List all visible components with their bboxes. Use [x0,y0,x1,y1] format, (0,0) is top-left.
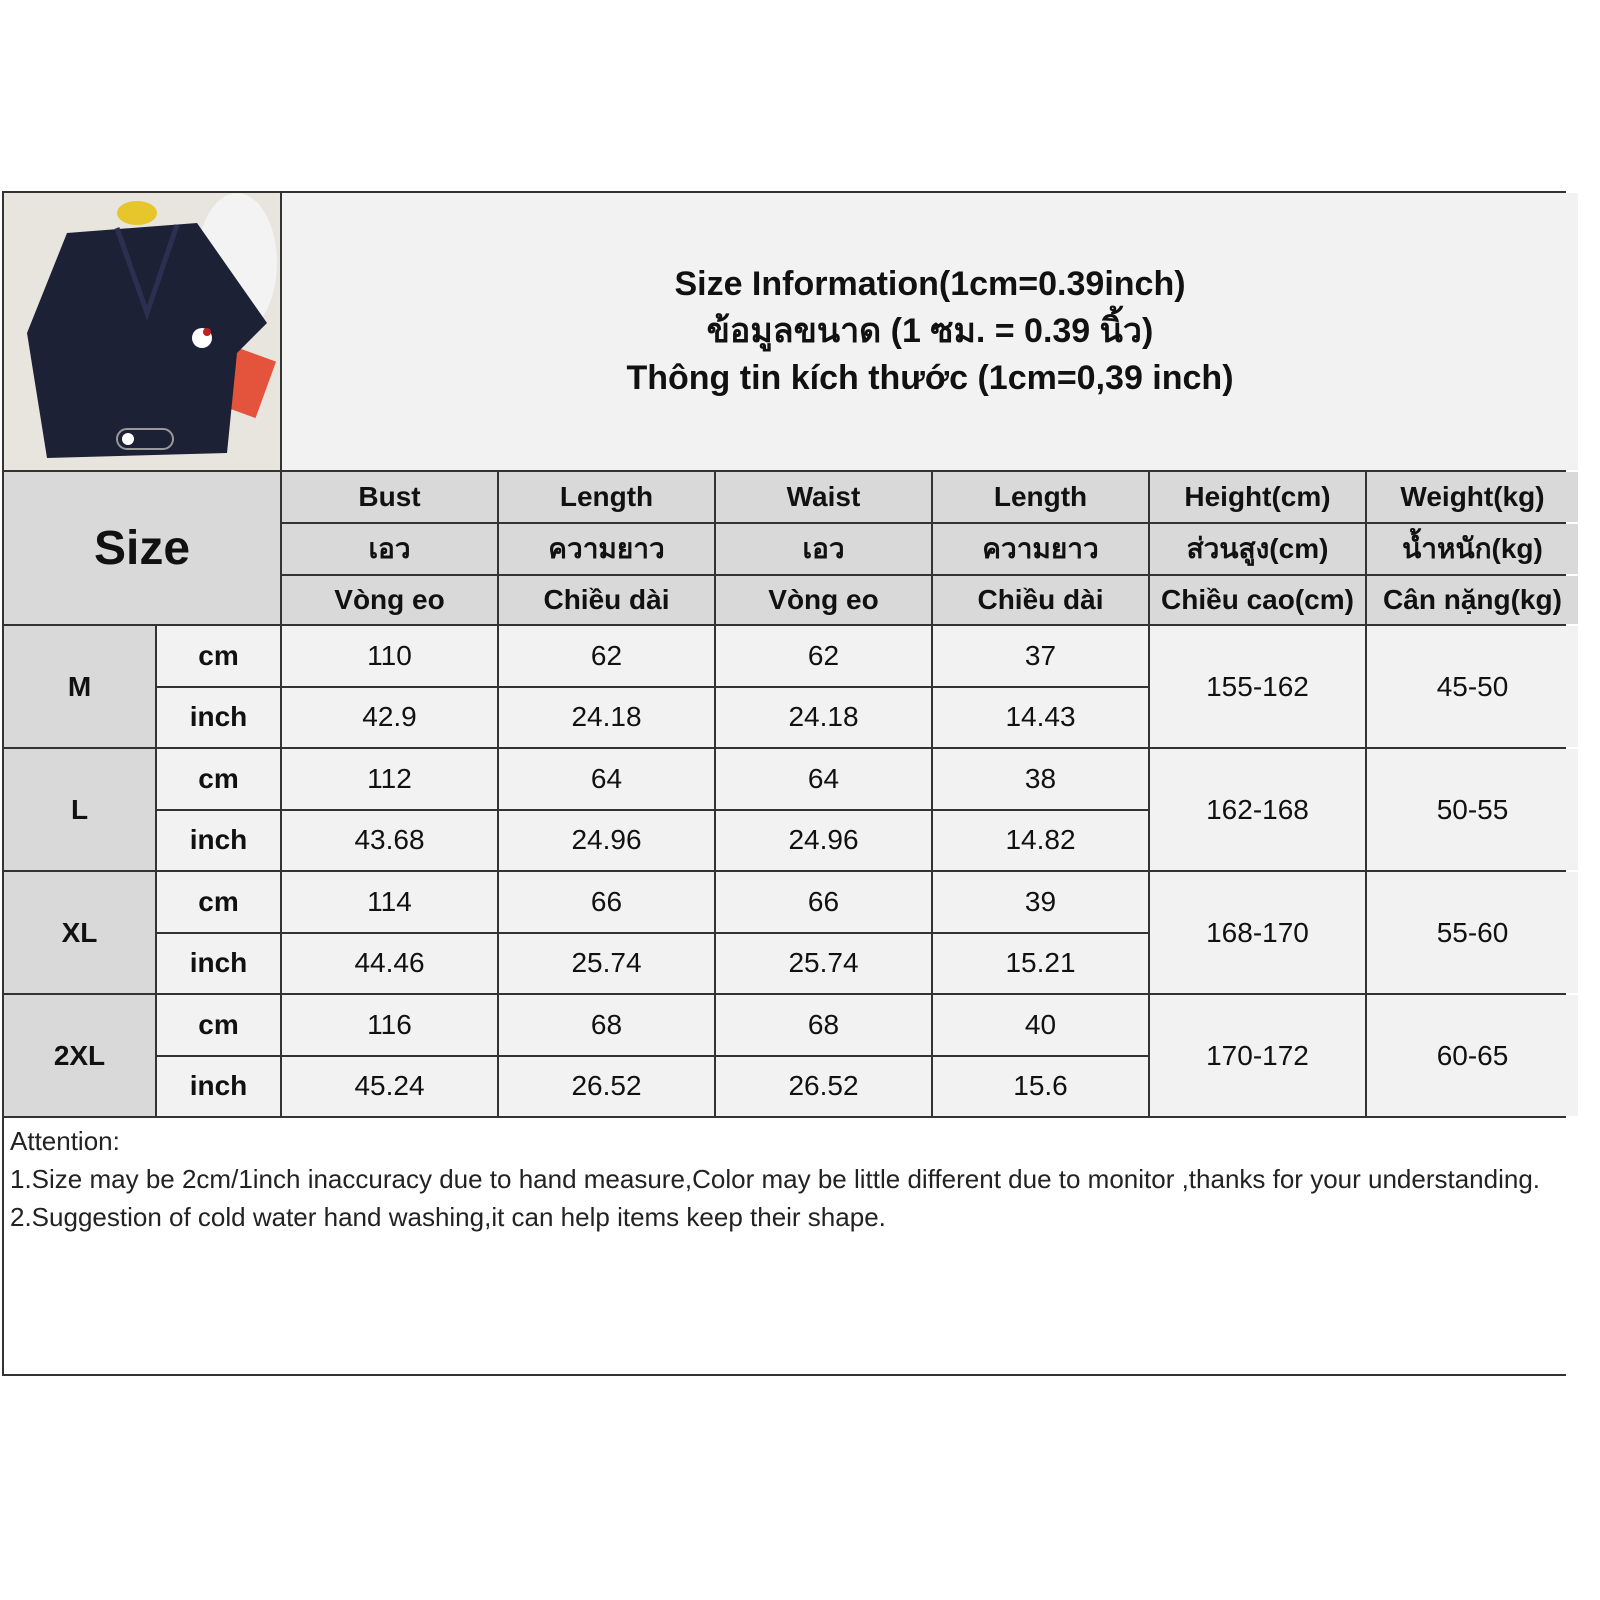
size-label: XL [4,872,155,993]
value-inch: 15.6 [933,1056,1148,1116]
unit-inch: inch [157,687,280,747]
size-label: L [4,749,155,870]
value-cm: 68 [716,995,931,1055]
unit-inch: inch [157,1056,280,1116]
weight-range: 45-50 [1367,626,1578,747]
title-en: Size Information(1cm=0.39inch) [674,265,1186,303]
value-cm: 62 [716,626,931,686]
unit-cm: cm [157,626,280,686]
title-vi: Thông tin kích thước (1cm=0,39 inch) [626,359,1234,397]
value-cm: 66 [499,872,714,932]
size-chart-table: Size Information(1cm=0.39inch) ข้อมูลขนา… [2,191,1578,1376]
height-range: 168-170 [1150,872,1365,993]
value-inch: 26.52 [499,1056,714,1116]
note-line: 1.Size may be 2cm/1inch inaccuracy due t… [10,1164,1541,1194]
column-header-en: Waist [716,472,931,522]
value-inch: 14.82 [933,810,1148,870]
value-cm: 39 [933,872,1148,932]
unit-inch: inch [157,933,280,993]
value-inch: 24.18 [716,687,931,747]
column-header-vi: Chiều dài [499,576,714,624]
column-header-en: Length [933,472,1148,522]
column-header-vi: Chiều dài [933,576,1148,624]
value-cm: 62 [499,626,714,686]
attention-notes: Attention: 1.Size may be 2cm/1inch inaccu… [4,1118,1578,1374]
value-cm: 112 [282,749,497,809]
column-header-en: Weight(kg) [1367,472,1578,522]
column-header-vi: Chiều cao(cm) [1150,576,1365,624]
value-inch: 14.43 [933,687,1148,747]
value-cm: 37 [933,626,1148,686]
weight-range: 50-55 [1367,749,1578,870]
size-label: M [4,626,155,747]
value-cm: 64 [716,749,931,809]
value-cm: 116 [282,995,497,1055]
unit-inch: inch [157,810,280,870]
column-header-th: เอว [282,524,497,574]
height-range: 162-168 [1150,749,1365,870]
column-header-vi: Vòng eo [716,576,931,624]
value-inch: 42.9 [282,687,497,747]
value-inch: 26.52 [716,1056,931,1116]
column-header-en: Height(cm) [1150,472,1365,522]
column-header-th: ความยาว [499,524,714,574]
column-header-vi: Cân nặng(kg) [1367,576,1578,624]
value-cm: 68 [499,995,714,1055]
value-cm: 38 [933,749,1148,809]
product-photo [4,193,280,470]
column-header-en: Bust [282,472,497,522]
value-inch: 24.96 [716,810,931,870]
column-header-vi: Vòng eo [282,576,497,624]
height-range: 155-162 [1150,626,1365,747]
value-cm: 110 [282,626,497,686]
weight-range: 55-60 [1367,872,1578,993]
size-label: 2XL [4,995,155,1116]
size-info-title: Size Information(1cm=0.39inch) ข้อมูลขนา… [282,193,1578,470]
note-line: Attention: [10,1126,120,1156]
column-header-th: เอว [716,524,931,574]
unit-cm: cm [157,749,280,809]
size-header: Size [4,472,280,624]
unit-cm: cm [157,995,280,1055]
value-inch: 44.46 [282,933,497,993]
column-header-th: ความยาว [933,524,1148,574]
pajama-image-icon [6,193,278,470]
column-header-th: ส่วนสูง(cm) [1150,524,1365,574]
value-inch: 24.96 [499,810,714,870]
value-inch: 15.21 [933,933,1148,993]
value-cm: 64 [499,749,714,809]
value-inch: 45.24 [282,1056,497,1116]
value-inch: 25.74 [716,933,931,993]
value-inch: 25.74 [499,933,714,993]
note-line: 2.Suggestion of cold water hand washing,… [10,1202,886,1232]
value-inch: 43.68 [282,810,497,870]
unit-cm: cm [157,872,280,932]
column-header-th: น้ำหนัก(kg) [1367,524,1578,574]
value-inch: 24.18 [499,687,714,747]
value-cm: 114 [282,872,497,932]
title-th: ข้อมูลขนาด (1 ซม. = 0.39 นิ้ว) [706,312,1154,350]
value-cm: 66 [716,872,931,932]
value-cm: 40 [933,995,1148,1055]
column-header-en: Length [499,472,714,522]
weight-range: 60-65 [1367,995,1578,1116]
height-range: 170-172 [1150,995,1365,1116]
